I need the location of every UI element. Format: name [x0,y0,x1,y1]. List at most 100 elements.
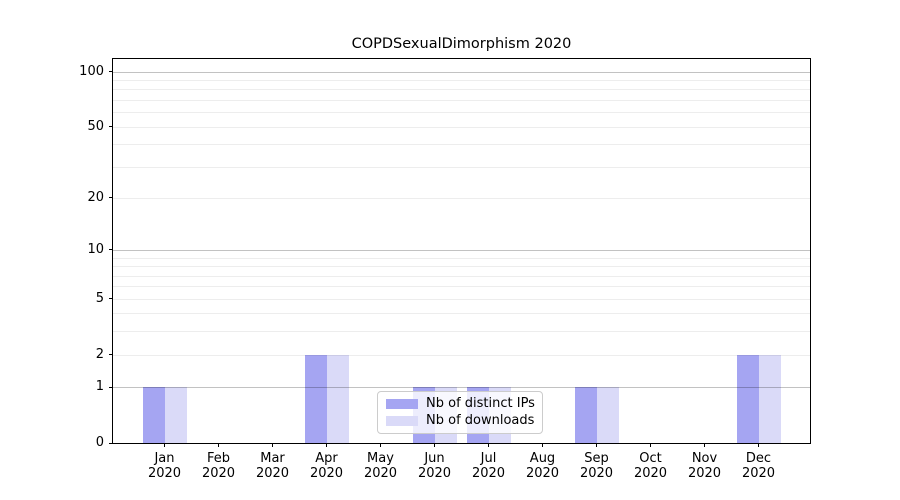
x-tick [164,443,165,447]
y-tick-label: 10 [87,241,104,257]
x-tick [542,443,543,447]
y-tick [109,354,113,356]
x-tick [596,443,597,447]
minor-gridline [113,266,810,268]
minor-gridline [113,99,810,101]
minor-gridline [113,166,810,168]
legend-swatch [386,416,418,426]
x-tick-year: 2020 [471,465,506,481]
chart-title: COPDSexualDimorphism 2020 [351,36,572,52]
x-tick [272,443,273,447]
minor-gridline [113,112,810,114]
minor-gridline [113,331,810,333]
x-tick [218,443,219,447]
plot-area [113,59,810,443]
x-tick-year: 2020 [579,465,614,481]
x-tick [488,443,489,447]
x-tick-label: Nov 2020 [677,451,733,481]
minor-gridline [113,275,810,277]
major-gridline [113,71,810,73]
x-tick-label: Mar 2020 [245,451,301,481]
minor-gridline [113,79,810,81]
minor-gridline [113,286,810,288]
minor-gridline [113,144,810,146]
y-tick-label: 50 [87,118,104,134]
y-tick-label: 1 [95,379,104,395]
bar-downloads [758,354,781,443]
y-tick [109,71,113,73]
x-tick-label: May 2020 [353,451,409,481]
major-gridline [113,249,810,251]
minor-gridline [113,313,810,315]
bar-distinct-ips [736,354,759,443]
x-tick [380,443,381,447]
x-tick [704,443,705,447]
x-tick-month: May [367,451,394,466]
x-tick-label: Aug 2020 [515,451,571,481]
bar-distinct-ips [304,354,327,443]
y-tick [109,442,113,444]
y-tick-label: 20 [87,189,104,205]
y-tick [109,249,113,251]
legend-label: Nb of downloads [426,413,535,428]
x-tick-label: Feb 2020 [191,451,247,481]
x-tick-label: Apr 2020 [299,451,355,481]
y-tick-label: 0 [95,435,104,450]
legend-item: Nb of downloads [386,413,534,429]
x-tick-month: Jun [424,451,445,466]
x-tick [326,443,327,447]
y-tick-label: 5 [95,290,104,306]
x-tick-year: 2020 [741,465,776,481]
y-tick [109,298,113,300]
x-tick-month: Feb [206,451,231,466]
legend: Nb of distinct IPs Nb of downloads [377,391,543,434]
x-tick-month: Jan [154,451,175,466]
bar-downloads [596,387,619,443]
x-tick-year: 2020 [633,465,668,481]
x-tick-year: 2020 [255,465,290,481]
x-tick-month: Sep [584,451,609,466]
legend-swatch [386,399,418,409]
y-tick-label: 100 [79,63,104,79]
x-tick-month: Oct [639,451,662,466]
bar-downloads [326,354,349,443]
y-tick [109,126,113,128]
legend-label: Nb of distinct IPs [426,396,535,411]
x-tick-label: Oct 2020 [623,451,679,481]
x-tick-year: 2020 [525,465,560,481]
minor-gridline [113,197,810,199]
y-tick [109,386,113,388]
bar-distinct-ips [574,387,597,443]
bar-downloads [164,387,187,443]
major-gridline [113,387,810,389]
y-tick [109,197,113,199]
x-tick-label: Jan 2020 [137,451,193,481]
x-tick-month: Apr [315,451,338,466]
x-tick-year: 2020 [417,465,452,481]
minor-gridline [113,257,810,259]
x-tick-year: 2020 [147,465,182,481]
minor-gridline [113,298,810,300]
x-tick-month: Mar [260,451,285,466]
x-tick [650,443,651,447]
legend-item: Nb of distinct IPs [386,396,535,412]
x-tick-year: 2020 [309,465,344,481]
x-tick-label: Jun 2020 [407,451,463,481]
x-tick-year: 2020 [687,465,722,481]
x-tick-month: Nov [691,451,718,466]
x-tick [434,443,435,447]
x-tick-year: 2020 [363,465,398,481]
x-tick-label: Sep 2020 [569,451,625,481]
x-tick-month: Jul [480,451,497,466]
x-tick-label: Jul 2020 [461,451,517,481]
x-tick-label: Dec 2020 [731,451,787,481]
y-tick-label: 2 [95,346,104,362]
x-tick-month: Aug [529,451,556,466]
minor-gridline [113,354,810,356]
x-tick-year: 2020 [201,465,236,481]
x-tick-month: Dec [745,451,772,466]
minor-gridline [113,89,810,91]
minor-gridline [113,126,810,128]
bar-distinct-ips [142,387,165,443]
